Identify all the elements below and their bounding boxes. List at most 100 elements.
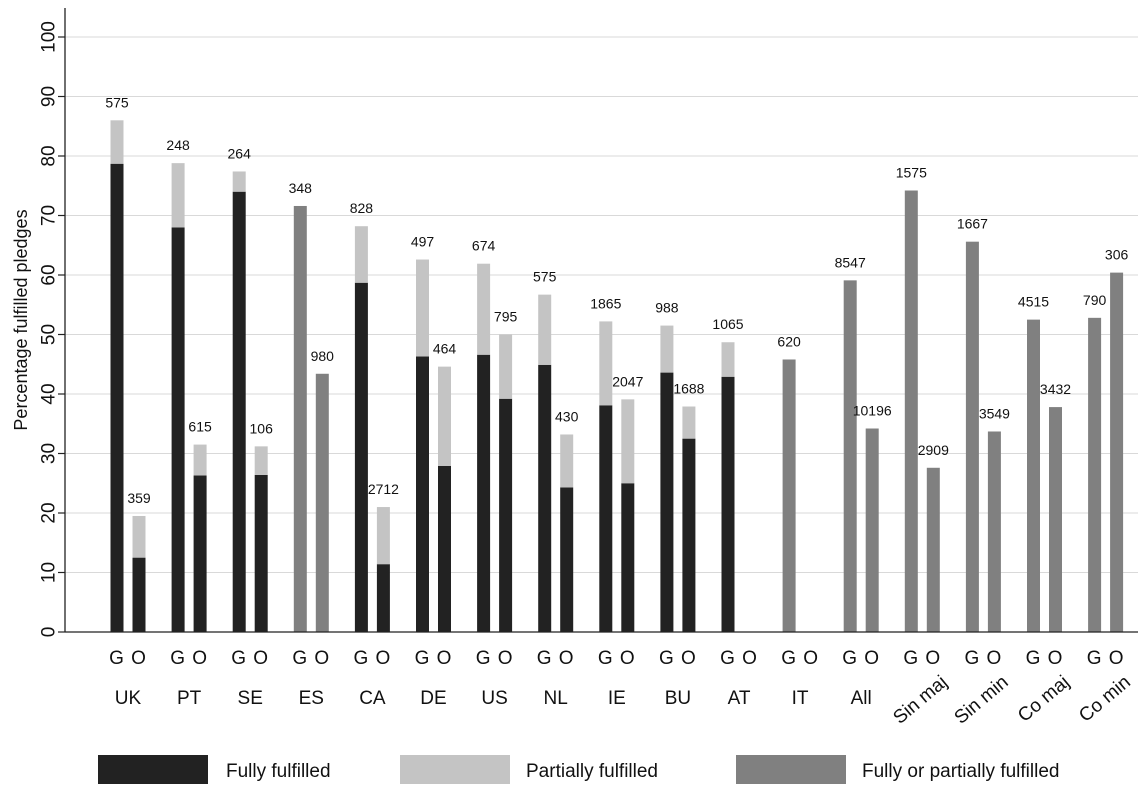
- y-tick-label: 0: [39, 627, 60, 638]
- bar-partially-fulfilled: [416, 259, 429, 357]
- group-label: IT: [792, 688, 809, 709]
- bar-fully-fulfilled: [416, 356, 429, 632]
- data-label: 306: [1105, 247, 1129, 263]
- y-tick-label: 20: [39, 502, 60, 523]
- bar-partially-fulfilled: [376, 507, 390, 565]
- bar-category-label: O: [253, 648, 269, 669]
- group-label: CA: [359, 688, 386, 709]
- legend-label: Fully fulfilled: [226, 761, 331, 782]
- bar-fully-or-partially: [1049, 407, 1062, 632]
- bar-category-label: G: [537, 648, 553, 669]
- data-label: 1667: [957, 216, 988, 232]
- bar-partially-fulfilled: [499, 334, 513, 399]
- bar-category-label: O: [925, 648, 941, 669]
- group-label: BU: [665, 688, 691, 709]
- data-label: 106: [250, 420, 274, 436]
- bar-fully-fulfilled: [171, 227, 185, 632]
- data-label: 674: [472, 238, 496, 254]
- data-label: 8547: [835, 254, 866, 270]
- y-tick-label: 80: [39, 145, 60, 166]
- bars: [110, 120, 1124, 633]
- bar-fully-fulfilled: [560, 487, 574, 632]
- bar-fully-fulfilled: [660, 372, 674, 632]
- data-label: 575: [533, 269, 557, 285]
- legend-label: Fully or partially fulfilled: [862, 761, 1059, 782]
- bar-category-label: O: [987, 648, 1003, 669]
- bar-fully-or-partially: [904, 190, 918, 632]
- bar-partially-fulfilled: [660, 325, 674, 373]
- data-label: 1688: [673, 380, 704, 396]
- bar-partially-fulfilled: [110, 120, 124, 164]
- bar-category-label: G: [1087, 648, 1103, 669]
- y-tick-label: 60: [39, 264, 60, 285]
- bar-fully-fulfilled: [254, 474, 268, 632]
- bar-category-label: G: [109, 648, 125, 669]
- bar-category-label: G: [598, 648, 614, 669]
- bar-category-label: G: [965, 648, 981, 669]
- bar-fully-or-partially: [1027, 319, 1040, 632]
- bar-fully-fulfilled: [376, 564, 390, 632]
- group-label: DE: [420, 688, 446, 709]
- group-label: Co min: [1075, 672, 1135, 727]
- bar-partially-fulfilled: [232, 171, 246, 192]
- bar-fully-or-partially: [843, 280, 857, 632]
- data-label: 2712: [368, 481, 399, 497]
- data-label: 1865: [590, 295, 621, 311]
- bar-fully-fulfilled: [499, 398, 513, 632]
- bar-fully-fulfilled: [621, 483, 635, 632]
- bar-fully-fulfilled: [110, 163, 124, 633]
- data-label: 2047: [612, 373, 643, 389]
- bar-fully-or-partially: [926, 467, 940, 632]
- bar-category-label: O: [1109, 648, 1125, 669]
- bar-category-label: G: [231, 648, 247, 669]
- data-label: 464: [433, 341, 457, 357]
- bar-category-label: O: [498, 648, 514, 669]
- bar-partially-fulfilled: [254, 446, 268, 475]
- bar-partially-fulfilled: [193, 444, 207, 476]
- y-tick-label: 40: [39, 383, 60, 404]
- bar-fully-fulfilled: [354, 282, 368, 632]
- group-label: NL: [544, 688, 568, 709]
- group-label: US: [481, 688, 507, 709]
- data-label: 795: [494, 309, 518, 325]
- bar-partially-fulfilled: [477, 263, 491, 355]
- bar-category-label: G: [781, 648, 797, 669]
- data-label: 497: [411, 234, 435, 250]
- data-label: 790: [1083, 292, 1107, 308]
- bar-category-label: O: [131, 648, 147, 669]
- data-label: 575: [105, 94, 129, 110]
- bar-fully-fulfilled: [132, 557, 146, 632]
- bar-category-label: O: [376, 648, 392, 669]
- y-tick-label: 50: [39, 324, 60, 345]
- bar-fully-or-partially: [1088, 317, 1102, 632]
- bar-fully-fulfilled: [193, 475, 207, 632]
- data-label: 10196: [853, 403, 892, 419]
- bar-category-label: G: [720, 648, 736, 669]
- group-label: AT: [728, 688, 751, 709]
- y-tick-label: 90: [39, 86, 60, 107]
- bar-fully-fulfilled: [538, 364, 552, 632]
- legend-label: Partially fulfilled: [526, 761, 658, 782]
- bar-fully-or-partially: [965, 241, 979, 632]
- bar-fully-or-partially: [782, 359, 796, 632]
- data-label: 3432: [1040, 381, 1071, 397]
- group-label: ES: [299, 688, 324, 709]
- y-axis-title: Percentage fulfilled pledges: [11, 209, 31, 430]
- group-label: Sin maj: [889, 672, 951, 729]
- bar-partially-fulfilled: [621, 399, 635, 484]
- bar-category-label: G: [842, 648, 858, 669]
- y-tick-label: 10: [39, 562, 60, 583]
- bar-category-label: G: [659, 648, 675, 669]
- bar-category-label: G: [1026, 648, 1042, 669]
- bar-partially-fulfilled: [538, 294, 552, 365]
- data-label: 248: [166, 137, 190, 153]
- bar-category-label: G: [354, 648, 370, 669]
- data-label: 430: [555, 408, 579, 424]
- bar-category-label: O: [681, 648, 697, 669]
- bar-partially-fulfilled: [132, 515, 146, 558]
- data-label: 3549: [979, 405, 1010, 421]
- data-label: 980: [311, 348, 335, 364]
- bar-category-label: O: [437, 648, 453, 669]
- bar-partially-fulfilled: [354, 226, 368, 283]
